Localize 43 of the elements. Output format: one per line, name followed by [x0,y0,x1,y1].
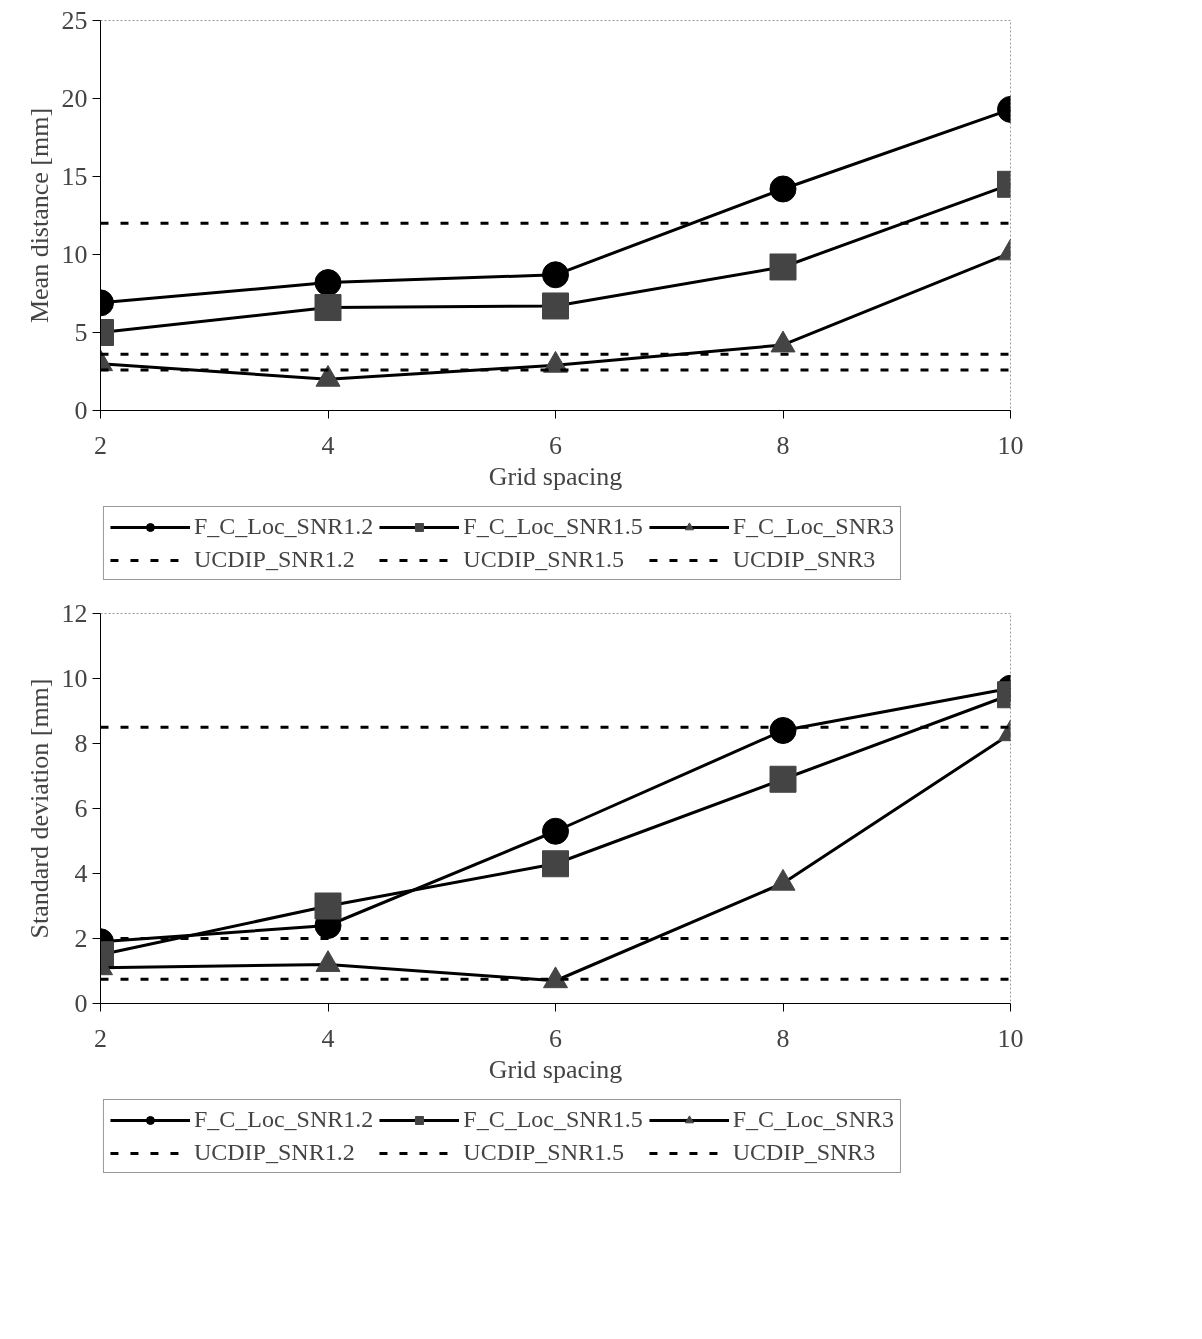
point [542,817,569,845]
y-tick-label: 4 [74,859,88,888]
legend-label: F_C_Loc_SNR3 [732,1106,895,1133]
y-tick-label: 0 [74,989,88,1018]
legend-label: UCDIP_SNR1.5 [463,546,625,573]
x-tick-label: 10 [997,430,1024,460]
x-tick-label: 10 [997,1023,1024,1053]
legend-label: F_C_Loc_SNR1.5 [463,1106,643,1133]
legend-label: F_C_Loc_SNR3 [732,513,895,540]
x-axis-title: Grid spacing [488,1054,623,1084]
y-tick-label: 10 [61,664,88,693]
y-axis-title: Standard deviation [mm] [24,678,54,939]
y-tick-label: 2 [74,924,88,953]
legend-label: UCDIP_SNR1.2 [193,1139,355,1166]
y-tick-label: 0 [74,396,88,425]
legend-label: UCDIP_SNR3 [732,1139,876,1166]
legend-label: F_C_Loc_SNR1.5 [463,513,643,540]
y-tick-label: 25 [61,6,88,35]
x-axis-title: Grid spacing [488,461,623,491]
point [542,850,569,878]
x-tick-label: 4 [321,1023,335,1053]
x-tick-label: 8 [776,1023,790,1053]
legend-label: F_C_Loc_SNR1.2 [193,1106,374,1133]
x-tick-label: 2 [94,1023,107,1053]
x-tick-label: 4 [321,430,335,460]
legend-label: UCDIP_SNR1.2 [193,546,355,573]
y-tick-label: 12 [61,599,88,628]
point [542,261,569,289]
y-tick-label: 20 [61,84,88,113]
legend-label: UCDIP_SNR1.5 [463,1139,625,1166]
x-tick-label: 8 [776,430,790,460]
y-tick-label: 15 [61,162,88,191]
y-tick-label: 10 [61,240,88,269]
y-tick-label: 8 [74,729,88,758]
point [542,292,569,320]
y-axis-title: Mean distance [mm] [24,107,54,324]
legend-label: F_C_Loc_SNR1.2 [193,513,374,540]
y-tick-label: 5 [74,318,88,347]
x-tick-label: 6 [549,430,562,460]
x-tick-label: 6 [549,1023,562,1053]
x-tick-label: 2 [94,430,107,460]
y-tick-label: 6 [74,794,88,823]
legend-label: UCDIP_SNR3 [732,546,876,573]
